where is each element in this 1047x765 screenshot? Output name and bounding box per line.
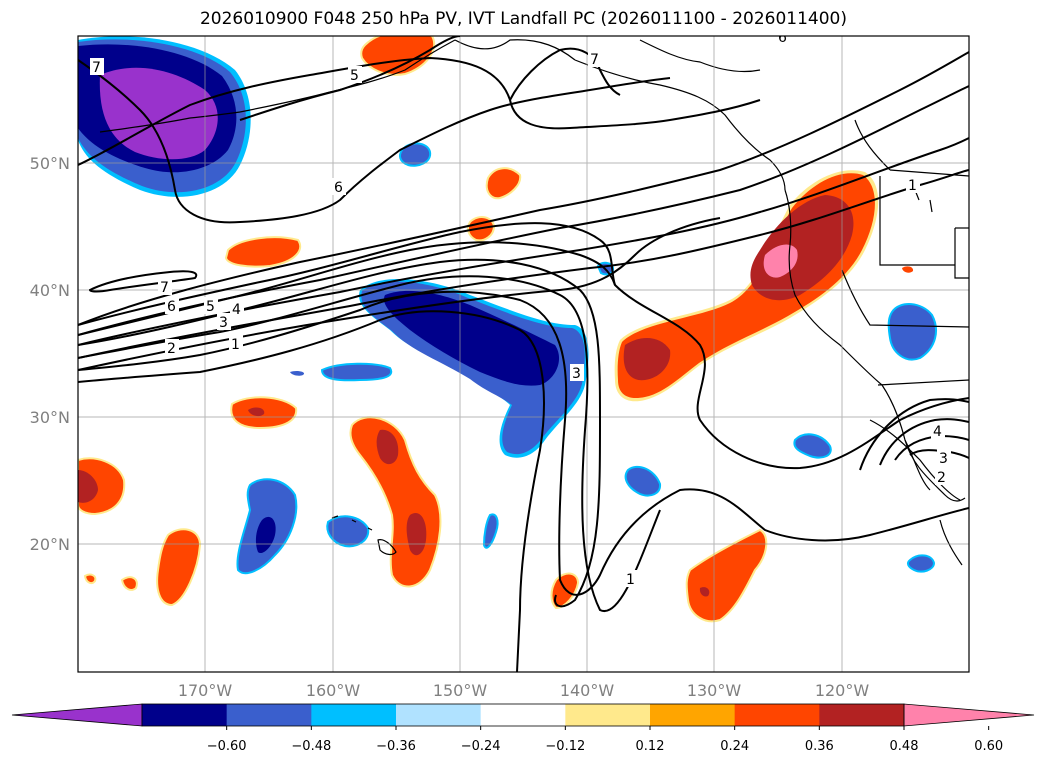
- contour-label: 1: [626, 572, 635, 588]
- colorbar-segment: [226, 704, 312, 726]
- negative-anomaly-29n: [793, 433, 832, 459]
- colorbar-tick-label: −0.36: [376, 739, 416, 754]
- contour-labels: 7 6 5 4 3 2 1 6 5 7 3 1 4 3: [90, 30, 951, 588]
- negative-anomaly-nw-blob: [78, 36, 251, 197]
- colorbar-tick-label: 0.60: [974, 739, 1003, 754]
- colorbar-extend-max: [903, 703, 1035, 727]
- positive-anomaly-west-edge: [78, 457, 126, 516]
- colorbar-tick-label: −0.48: [291, 739, 331, 754]
- contour-label: 2: [937, 470, 946, 486]
- colorbar-segment: [311, 704, 397, 726]
- negative-anomaly-25n: [624, 465, 662, 497]
- lat-label-30n: 30°N: [30, 408, 70, 427]
- positive-anomaly-hawaii-north: [349, 416, 442, 588]
- colorbar-segment: [650, 704, 736, 726]
- colorbar-segment: [142, 704, 228, 726]
- lon-label-120w: 120°W: [815, 681, 870, 700]
- contour-label: 3: [219, 315, 228, 331]
- contour-label: 7: [160, 280, 169, 296]
- colorbar-ticks: −0.60 −0.48 −0.36 −0.24 −0.12 0.12 0.24 0.36 0.4…: [207, 726, 1003, 754]
- latitude-labels: 50°N 40°N 30°N 20°N: [30, 154, 70, 554]
- colorbar-segments: [11, 703, 1035, 727]
- positive-anomaly-tiny-2: [83, 573, 97, 585]
- contour-label: 6: [778, 30, 787, 46]
- contour-label: 5: [350, 68, 359, 84]
- contour-label: 1: [908, 178, 917, 194]
- longitude-labels: 170°W 160°W 150°W 140°W 130°W 120°W: [178, 681, 870, 700]
- positive-anomaly-california-plume: [614, 170, 879, 402]
- negative-anomaly-sliver: [482, 513, 499, 549]
- colorbar-tick-label: −0.60: [207, 739, 247, 754]
- map-title: 2026010900 F048 250 hPa PV, IVT Landfall…: [199, 9, 847, 29]
- lon-label-130w: 130°W: [687, 681, 742, 700]
- positive-anomaly-30n: [230, 396, 298, 430]
- colorbar-segment: [396, 704, 482, 726]
- positive-anomaly-hawaii-west: [156, 528, 202, 607]
- lat-label-20n: 20°N: [30, 535, 70, 554]
- gridlines: [78, 36, 969, 672]
- contour-label: 5: [206, 299, 215, 315]
- colorbar-tick-label: −0.12: [545, 739, 585, 754]
- colorbar-tick-label: 0.36: [805, 739, 834, 754]
- colorbar-tick-label: 0.24: [720, 739, 749, 754]
- map-frame: [77, 35, 970, 673]
- positive-anomaly-130w: [685, 528, 768, 623]
- contour-label: 3: [572, 366, 581, 382]
- negative-anomaly-dot: [290, 370, 305, 376]
- positive-anomaly-small-ca: [902, 266, 914, 273]
- lat-label-50n: 50°N: [30, 154, 70, 173]
- coastlines: [99, 39, 969, 566]
- colorbar-segment: [734, 704, 820, 726]
- colorbar-segment: [819, 704, 905, 726]
- colorbar-extend-min: [11, 703, 143, 727]
- positive-anomaly-42n: [224, 236, 302, 268]
- contour-label: 7: [92, 60, 101, 76]
- lat-label-40n: 40°N: [30, 281, 70, 300]
- contour-label: 3: [939, 451, 948, 467]
- contour-label: 4: [933, 424, 942, 440]
- lon-label-170w: 170°W: [178, 681, 233, 700]
- positive-anomaly-alaska: [360, 36, 435, 76]
- colorbar-segment: [565, 704, 651, 726]
- positive-anomaly-46n: [485, 167, 522, 200]
- positive-anomaly-tiny-1: [120, 576, 138, 591]
- lon-label-140w: 140°W: [560, 681, 615, 700]
- contour-label: 6: [334, 180, 343, 196]
- map-panel: 7 6 5 4 3 2 1 6 5 7 3 1 4 3: [30, 30, 970, 700]
- negative-anomaly-23n: [236, 478, 298, 575]
- lon-label-150w: 150°W: [433, 681, 488, 700]
- contour-label: 1: [231, 337, 240, 353]
- colorbar-tick-label: −0.24: [461, 739, 501, 754]
- negative-anomaly-strip-31n: [320, 362, 393, 382]
- colorbar-frame: [141, 703, 905, 727]
- colorbar-segment: [480, 704, 566, 726]
- negative-anomaly-nevada: [887, 303, 937, 361]
- lon-label-160w: 160°W: [306, 681, 361, 700]
- positive-anomaly-17n: [550, 572, 580, 610]
- negative-anomaly-mexico: [906, 554, 936, 573]
- contour-label: 2: [167, 341, 176, 357]
- contour-label: 7: [590, 52, 599, 68]
- colorbar-tick-label: 0.12: [636, 739, 665, 754]
- negative-anomaly-central: [359, 279, 589, 458]
- negative-anomaly-hawaii: [326, 515, 370, 548]
- contour-label: 6: [167, 299, 176, 315]
- contour-label: 4: [232, 302, 241, 318]
- colorbar-tick-label: 0.48: [890, 739, 919, 754]
